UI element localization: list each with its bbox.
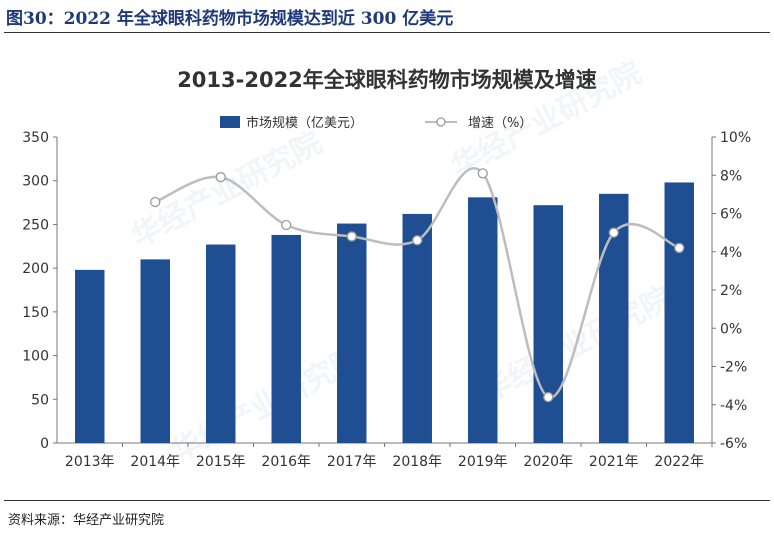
chart-title: 2013-2022年全球眼科药物市场规模及增速	[177, 68, 597, 92]
x-tick-label: 2013年	[65, 454, 115, 470]
growth-point	[281, 219, 292, 231]
legend-bar-swatch	[220, 116, 240, 128]
x-tick-label: 2014年	[130, 454, 180, 470]
bar	[271, 234, 301, 443]
x-tick-label: 2022年	[654, 454, 704, 470]
legend-line-marker	[436, 117, 446, 127]
growth-point	[608, 227, 619, 238]
figure-caption: 图30：2022 年全球眼科药物市场规模达到近 300 亿美元	[6, 9, 454, 29]
x-tick-label: 2018年	[392, 454, 442, 470]
growth-point	[346, 231, 357, 242]
right-tick-label: 6%	[720, 207, 742, 223]
left-tick-label: 50	[31, 392, 49, 408]
x-tick-label: 2020年	[523, 454, 573, 470]
source-rule	[4, 500, 770, 501]
right-tick-label: -4%	[720, 398, 747, 414]
legend-line-label: 增速（%）	[468, 116, 532, 131]
growth-point	[412, 235, 423, 246]
growth-point	[150, 196, 161, 208]
caption-rule	[4, 32, 770, 33]
bar	[664, 182, 694, 443]
bar	[75, 269, 105, 443]
left-tick-label: 300	[22, 174, 49, 190]
growth-point	[674, 242, 685, 254]
right-tick-label: 0%	[720, 321, 742, 337]
growth-point	[477, 168, 488, 179]
right-tick-label: -2%	[720, 360, 747, 376]
x-tick-label: 2017年	[327, 454, 377, 470]
left-tick-label: 200	[22, 261, 49, 277]
bar	[337, 223, 367, 443]
right-tick-label: -6%	[720, 436, 747, 452]
legend-bar-label: 市场规模（亿美元）	[246, 115, 363, 131]
x-tick-label: 2019年	[458, 454, 508, 470]
bar	[206, 244, 236, 443]
left-tick-label: 250	[22, 217, 49, 233]
growth-line	[154, 167, 680, 399]
x-tick-label: 2015年	[196, 454, 246, 470]
right-tick-label: 8%	[720, 168, 742, 184]
right-tick-label: 4%	[720, 245, 742, 261]
right-tick-label: 2%	[720, 283, 742, 299]
left-tick-label: 100	[22, 349, 49, 365]
bar	[533, 205, 563, 443]
left-tick-label: 150	[22, 305, 49, 321]
right-tick-label: 10%	[720, 130, 751, 146]
x-tick-label: 2021年	[589, 454, 639, 470]
bar	[140, 259, 170, 443]
growth-point	[215, 172, 226, 183]
x-tick-label: 2016年	[261, 454, 311, 470]
left-tick-label: 0	[40, 436, 49, 452]
bar	[468, 197, 498, 443]
bar	[402, 213, 432, 443]
growth-point	[543, 391, 554, 403]
left-tick-label: 350	[22, 130, 49, 146]
source-note: 资料来源：华经产业研究院	[8, 513, 165, 528]
